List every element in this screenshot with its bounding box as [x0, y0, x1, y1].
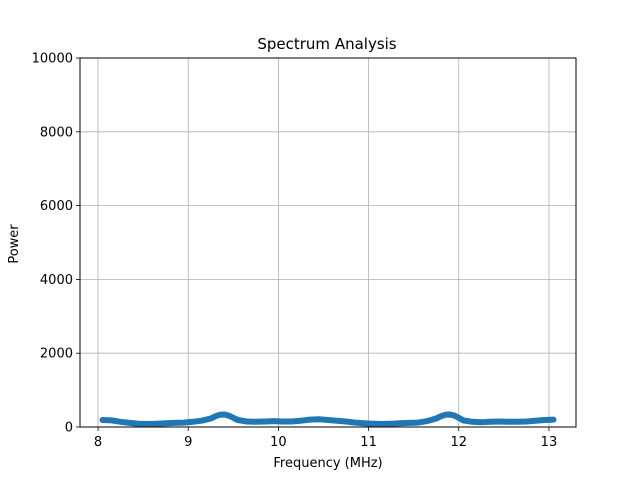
- x-axis-ticks: 8 9 10 11 12 13: [94, 427, 557, 450]
- y-tick-label: 4000: [40, 273, 73, 288]
- y-tick-label: 6000: [40, 199, 73, 214]
- y-axis-label: Power: [7, 224, 22, 264]
- grid: [80, 57, 576, 428]
- y-tick-label: 8000: [40, 125, 73, 140]
- spectrum-series-line: [99, 411, 557, 427]
- y-axis-ticks: 0 2000 4000 6000 8000 10000: [32, 52, 80, 436]
- plot-area: [99, 411, 557, 427]
- x-tick-label: 8: [94, 435, 102, 450]
- x-tick-label: 9: [184, 435, 192, 450]
- x-tick-label: 12: [450, 435, 467, 450]
- y-tick-label: 2000: [40, 347, 73, 362]
- y-tick-label: 0: [65, 421, 73, 436]
- x-tick-label: 10: [270, 435, 287, 450]
- chart-title: Spectrum Analysis: [257, 35, 396, 53]
- y-tick-label: 10000: [32, 52, 73, 67]
- x-tick-label: 13: [541, 435, 558, 450]
- plot-frame: [79, 57, 577, 428]
- x-tick-label: 11: [360, 435, 377, 450]
- x-axis-label: Frequency (MHz): [273, 456, 382, 471]
